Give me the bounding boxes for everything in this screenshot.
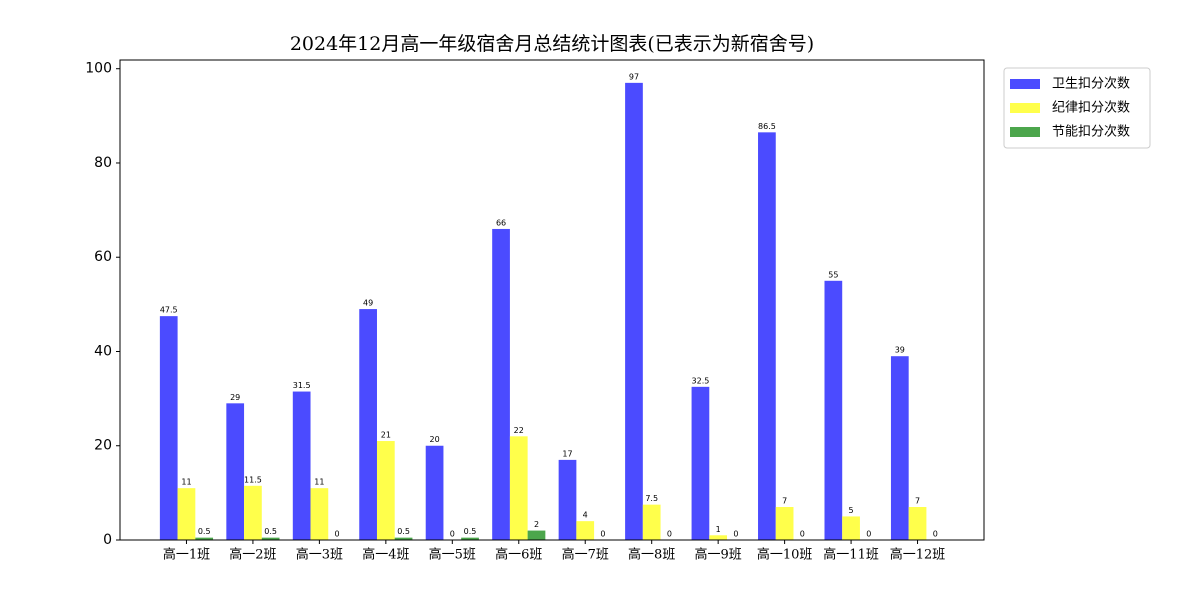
bar — [509, 436, 528, 540]
bar — [691, 386, 710, 540]
value-label: 0 — [800, 530, 805, 539]
value-label: 86.5 — [758, 122, 776, 131]
x-tick-label: 高一4班 — [362, 547, 409, 563]
value-label: 1 — [716, 525, 721, 534]
value-label: 11.5 — [244, 475, 262, 484]
value-label: 17 — [562, 449, 572, 458]
bar — [159, 316, 178, 540]
y-tick-label: 100 — [85, 61, 112, 77]
value-label: 4 — [583, 511, 588, 520]
bar — [376, 441, 395, 540]
value-label: 0 — [450, 530, 455, 539]
bar — [758, 132, 776, 540]
x-tick-label: 高一5班 — [429, 547, 476, 563]
value-label: 11 — [181, 478, 191, 487]
value-label: 11 — [314, 478, 324, 487]
legend-label: 节能扣分次数 — [1052, 124, 1130, 140]
y-tick-label: 80 — [94, 155, 112, 171]
value-label: 39 — [895, 346, 905, 355]
value-label: 0 — [933, 530, 938, 539]
y-tick-label: 20 — [94, 438, 112, 454]
bar — [625, 82, 643, 540]
value-label: 66 — [496, 218, 506, 227]
x-tick-label: 高一1班 — [163, 547, 210, 563]
bar — [261, 537, 280, 540]
legend-swatch — [1010, 103, 1040, 113]
plot-frame — [119, 59, 985, 541]
value-label: 7 — [782, 497, 787, 506]
legend-swatch — [1010, 79, 1040, 89]
bar — [576, 521, 595, 540]
x-tick-label: 高一6班 — [495, 547, 542, 563]
bar — [310, 488, 329, 540]
x-tick-label: 高一2班 — [229, 547, 276, 563]
bar — [908, 507, 927, 540]
value-label: 0.5 — [198, 527, 211, 536]
bar — [177, 488, 196, 540]
value-label: 31.5 — [293, 381, 311, 390]
bar — [709, 535, 728, 540]
value-label: 0 — [733, 530, 738, 539]
bar — [244, 485, 262, 540]
x-tick-label: 高一8班 — [628, 547, 675, 563]
legend-box — [1003, 67, 1151, 149]
value-label: 7.5 — [645, 494, 658, 503]
value-label: 32.5 — [692, 376, 710, 385]
value-label: 0 — [866, 530, 871, 539]
chart-title: 2024年12月高一年级宿舍月总结统计图表(已表示为新宿舍号) — [290, 33, 814, 55]
bar — [890, 356, 909, 540]
value-label: 0 — [667, 530, 672, 539]
value-label: 47.5 — [160, 306, 178, 315]
bar — [195, 537, 214, 540]
value-label: 7 — [915, 497, 920, 506]
x-tick-label: 高一12班 — [890, 547, 946, 563]
bar — [394, 537, 413, 540]
x-tick-label: 高一11班 — [823, 547, 879, 563]
x-tick-label: 高一3班 — [296, 547, 343, 563]
x-tick-label: 高一10班 — [757, 547, 813, 563]
value-label: 49 — [363, 299, 373, 308]
value-label: 97 — [629, 72, 639, 81]
bar — [527, 530, 546, 540]
x-tick-label: 高一9班 — [695, 547, 742, 563]
bar — [226, 403, 245, 540]
value-label: 0 — [600, 530, 605, 539]
bar — [425, 445, 444, 540]
bar — [775, 507, 794, 540]
x-tick-label: 高一7班 — [562, 547, 609, 563]
value-label: 5 — [849, 506, 854, 515]
value-label: 21 — [381, 431, 391, 440]
y-tick-label: 40 — [94, 343, 112, 359]
bar — [842, 516, 860, 540]
bar — [492, 228, 510, 540]
y-tick-label: 60 — [94, 249, 112, 265]
value-label: 0.5 — [464, 527, 477, 536]
bar — [824, 280, 843, 540]
legend-label: 卫生扣分次数 — [1052, 76, 1130, 92]
legend-label: 纪律扣分次数 — [1052, 100, 1130, 116]
value-label: 20 — [429, 435, 439, 444]
value-label: 22 — [514, 426, 524, 435]
value-label: 29 — [230, 393, 240, 402]
value-label: 0 — [335, 530, 340, 539]
value-label: 55 — [828, 270, 838, 279]
y-tick-label: 0 — [103, 532, 112, 548]
bar — [642, 504, 661, 540]
value-label: 2 — [534, 520, 539, 529]
bar — [558, 459, 577, 540]
legend-swatch — [1010, 127, 1040, 137]
bar — [359, 309, 377, 540]
bar — [461, 537, 479, 540]
value-label: 0.5 — [264, 527, 277, 536]
value-label: 0.5 — [397, 527, 410, 536]
bar — [292, 391, 311, 540]
